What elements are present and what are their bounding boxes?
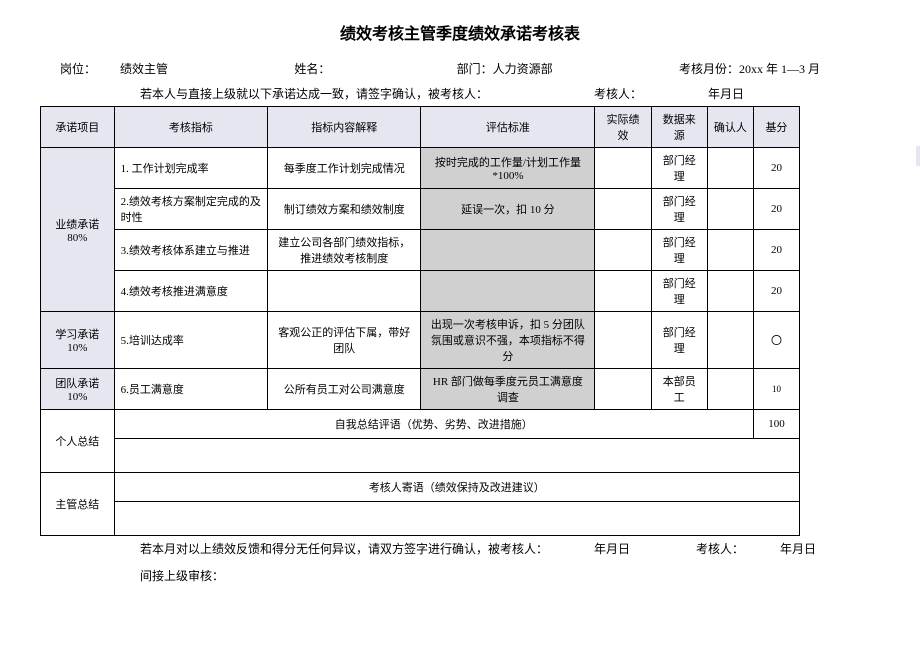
conf-cell xyxy=(707,230,753,271)
col-confirm: 确认人 xyxy=(707,107,753,148)
actual-cell xyxy=(595,189,651,230)
actual-cell xyxy=(595,369,651,410)
mgr-summary-label: 主管总结 xyxy=(41,473,115,536)
confirm-text3: 年月日 xyxy=(708,85,744,102)
table-row: 学习承诺 10% 5.培训达成率 客观公正的评估下属，带好团队 出现一次考核申诉… xyxy=(41,312,800,369)
footer-text2: 年月日 xyxy=(594,542,630,556)
footer-row-2: 间接上级审核： xyxy=(40,567,880,584)
actual-cell xyxy=(595,271,651,312)
confirm-text2: 考核人： xyxy=(594,85,642,102)
metric-cell: 2.绩效考核方案制定完成的及时性 xyxy=(114,189,267,230)
name-label: 姓名： xyxy=(294,60,330,77)
side-score-label: 得分 xyxy=(916,146,920,166)
desc-cell: 制订绩效方案和绩效制度 xyxy=(268,189,421,230)
month-label: 考核月份：20xx 年 1—3 月 xyxy=(679,60,820,77)
conf-cell xyxy=(707,369,753,410)
std-cell: 按时完成的工作量/计划工作量*100% xyxy=(421,148,595,189)
mgr-summary-body xyxy=(114,502,799,536)
table-row: 团队承诺 10% 6.员工满意度 公所有员工对公司满意度 HR 部门做每季度元员… xyxy=(41,369,800,410)
col-desc: 指标内容解释 xyxy=(268,107,421,148)
src-cell: 部门经理 xyxy=(651,271,707,312)
category-performance: 业绩承诺 80% xyxy=(41,148,115,312)
conf-cell xyxy=(707,271,753,312)
confirm-text1: 若本人与直接上级就以下承诺达成一致，请签字确认，被考核人： xyxy=(140,85,488,102)
table-row: 业绩承诺 80% 1. 工作计划完成率 每季度工作计划完成情况 按时完成的工作量… xyxy=(41,148,800,189)
assessment-table: 承诺项目 考核指标 指标内容解释 评估标准 实际绩效 数据来源 确认人 基分 业… xyxy=(40,106,800,536)
score-cell: 20 xyxy=(753,148,799,189)
metric-cell: 6.员工满意度 xyxy=(114,369,267,410)
category-team: 团队承诺 10% xyxy=(41,369,115,410)
std-cell: 延误一次，扣 10 分 xyxy=(421,189,595,230)
score-cell: 20 xyxy=(753,230,799,271)
self-summary-body-row xyxy=(41,439,800,473)
score-cell: 〇 xyxy=(753,312,799,369)
footer-row-1: 若本月对以上绩效反馈和得分无任何异议，请双方签字进行确认，被考核人： 年月日 考… xyxy=(40,540,880,557)
self-summary-title-row: 个人总结 自我总结评语（优势、劣势、改进措施） 100 xyxy=(41,410,800,439)
conf-cell xyxy=(707,189,753,230)
actual-cell xyxy=(595,230,651,271)
position: 岗位： 绩效主管 xyxy=(60,60,168,77)
col-std: 评估标准 xyxy=(421,107,595,148)
table-row: 3.绩效考核体系建立与推进 建立公司各部门绩效指标，推进绩效考核制度 部门经理 … xyxy=(41,230,800,271)
desc-cell: 公所有员工对公司满意度 xyxy=(268,369,421,410)
src-cell: 部门经理 xyxy=(651,230,707,271)
col-metric: 考核指标 xyxy=(114,107,267,148)
footer-text3: 考核人： xyxy=(696,542,744,556)
header-row: 岗位： 绩效主管 姓名： 部门：人力资源部 考核月份：20xx 年 1—3 月 xyxy=(40,60,880,77)
std-cell: HR 部门做每季度元员工满意度调查 xyxy=(421,369,595,410)
src-cell: 部门经理 xyxy=(651,189,707,230)
desc-cell: 客观公正的评估下属，带好团队 xyxy=(268,312,421,369)
src-cell: 本部员工 xyxy=(651,369,707,410)
std-cell: 出现一次考核申诉，扣 5 分团队氛围或意识不强，本项指标不得分 xyxy=(421,312,595,369)
conf-cell xyxy=(707,312,753,369)
mgr-summary-body-row xyxy=(41,502,800,536)
category-learning: 学习承诺 10% xyxy=(41,312,115,369)
self-summary-label: 个人总结 xyxy=(41,410,115,473)
col-actual: 实际绩效 xyxy=(595,107,651,148)
src-cell: 部门经理 xyxy=(651,148,707,189)
conf-cell xyxy=(707,148,753,189)
page-title: 绩效考核主管季度绩效承诺考核表 xyxy=(40,20,880,44)
desc-cell xyxy=(268,271,421,312)
mgr-summary-title: 考核人寄语（绩效保持及改进建议） xyxy=(114,473,799,502)
footer-text1: 若本月对以上绩效反馈和得分无任何异议，请双方签字进行确认，被考核人： xyxy=(140,542,548,556)
mgr-summary-title-row: 主管总结 考核人寄语（绩效保持及改进建议） xyxy=(41,473,800,502)
desc-cell: 每季度工作计划完成情况 xyxy=(268,148,421,189)
col-src: 数据来源 xyxy=(651,107,707,148)
std-cell xyxy=(421,271,595,312)
std-cell xyxy=(421,230,595,271)
metric-cell: 3.绩效考核体系建立与推进 xyxy=(114,230,267,271)
col-score: 基分 xyxy=(753,107,799,148)
table-row: 4.绩效考核推进满意度 部门经理 20 xyxy=(41,271,800,312)
src-cell: 部门经理 xyxy=(651,312,707,369)
score-cell: 20 xyxy=(753,271,799,312)
footer2-text: 间接上级审核： xyxy=(140,569,224,583)
footer-text4: 年月日 xyxy=(780,542,816,556)
self-summary-body xyxy=(114,439,799,473)
header-row: 承诺项目 考核指标 指标内容解释 评估标准 实际绩效 数据来源 确认人 基分 xyxy=(41,107,800,148)
desc-cell: 建立公司各部门绩效指标，推进绩效考核制度 xyxy=(268,230,421,271)
table-row: 2.绩效考核方案制定完成的及时性 制订绩效方案和绩效制度 延误一次，扣 10 分… xyxy=(41,189,800,230)
table-wrap: 得分 承诺项目 考核指标 指标内容解释 评估标准 实际绩效 数据来源 确认人 基… xyxy=(40,106,880,536)
metric-cell: 4.绩效考核推进满意度 xyxy=(114,271,267,312)
metric-cell: 1. 工作计划完成率 xyxy=(114,148,267,189)
self-summary-score: 100 xyxy=(753,410,799,439)
metric-cell: 5.培训达成率 xyxy=(114,312,267,369)
score-cell: 10 xyxy=(753,369,799,410)
actual-cell xyxy=(595,312,651,369)
position-value: 绩效主管 xyxy=(120,62,168,76)
dept-label: 部门：人力资源部 xyxy=(457,60,553,77)
actual-cell xyxy=(595,148,651,189)
confirm-row: 若本人与直接上级就以下承诺达成一致，请签字确认，被考核人： 考核人： 年月日 xyxy=(40,85,880,102)
col-category: 承诺项目 xyxy=(41,107,115,148)
position-label: 岗位： xyxy=(60,62,96,76)
score-cell: 20 xyxy=(753,189,799,230)
self-summary-title: 自我总结评语（优势、劣势、改进措施） xyxy=(114,410,753,439)
